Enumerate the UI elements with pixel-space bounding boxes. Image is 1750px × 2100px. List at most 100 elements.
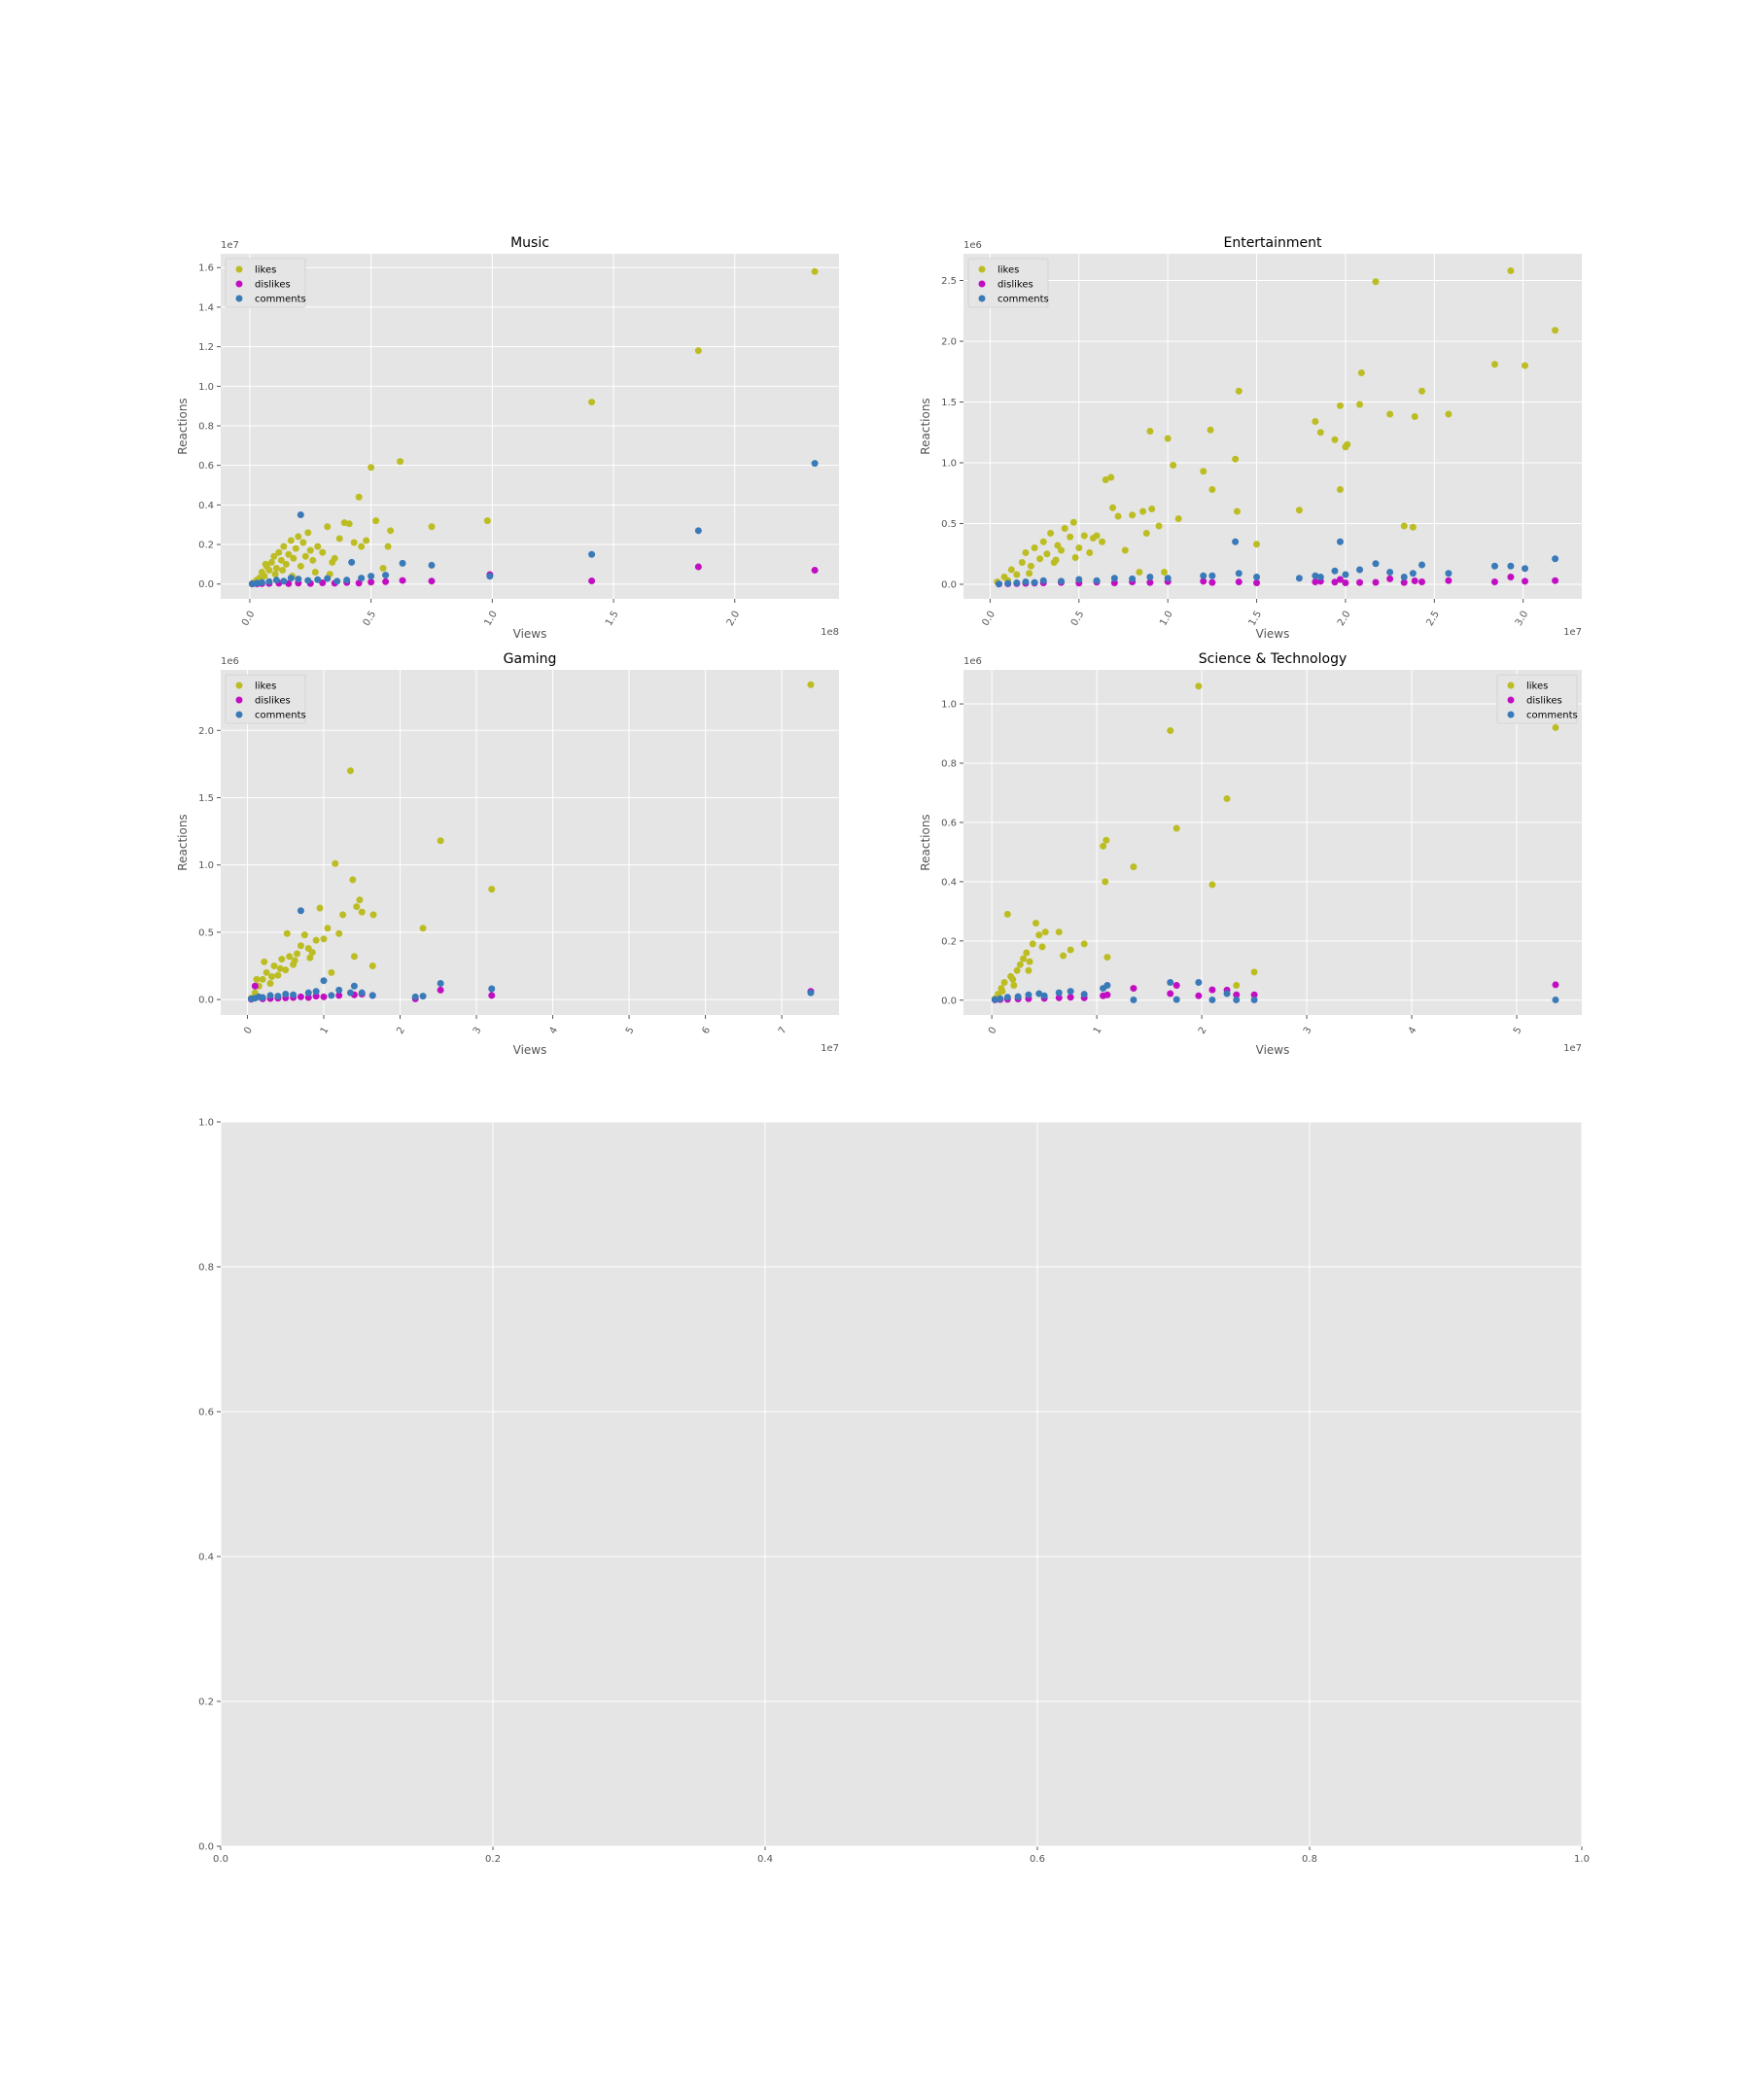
likes-point [319,548,327,556]
dislikes-point [1167,990,1174,998]
dislikes-point [437,986,444,994]
likes-point [1233,508,1241,515]
likes-point [1016,961,1024,968]
comments-point [694,527,702,535]
likes-point [1039,538,1047,545]
likes-point [1107,473,1115,481]
dislikes-point [1172,982,1180,990]
comments-point [1004,579,1012,587]
y-offset-label: 1e6 [221,656,239,667]
likes-point [1086,549,1094,556]
likes-point [379,564,387,572]
likes-point [419,925,427,932]
legend: likes dislikes comments [1496,674,1578,724]
comments-point [1003,994,1011,1001]
x-tick-label: 1 [1092,1026,1104,1036]
likes-point [304,529,312,537]
dislikes-point [1342,579,1349,586]
likes-point [261,958,268,965]
comments-point [1409,570,1417,578]
dislikes-point [1411,578,1418,584]
y-tick-label: 2.0 [198,726,214,737]
comments-point [1235,570,1242,578]
x-tick-label: 7 [777,1026,789,1036]
dislikes-point [319,579,327,587]
likes-point [1208,881,1216,889]
likes-point [1155,522,1163,530]
comments-point [304,989,312,997]
likes-point [1038,943,1046,951]
likes-point [1099,538,1106,545]
likes-point [270,552,278,560]
y-tick-label: 1.0 [941,700,957,711]
subplot-title: Gaming [504,651,557,667]
likes-point [1071,554,1079,561]
x-tick-label: 1.5 [604,610,620,628]
likes-point [268,973,276,981]
likes-point [290,554,298,562]
likes-point [295,533,302,541]
comments-point [1103,982,1111,990]
likes-point [282,560,290,568]
legend-label-dislikes: dislikes [255,696,291,707]
likes-point [1386,410,1394,418]
likes-point [300,931,308,939]
dislikes-point [382,578,390,585]
y-tick-label: 0.6 [941,818,957,828]
x-tick-label: 0.0 [240,610,257,628]
y-tick-label: 0.2 [198,541,214,551]
likes-point [1010,982,1018,990]
comments-point [304,577,312,584]
likes-point [1031,544,1038,551]
y-tick-label: 1.6 [198,263,214,274]
dislikes-point [297,993,304,1000]
likes-point [1080,532,1088,540]
likes-point [316,904,324,912]
likes-point [1336,402,1344,409]
legend-label-comments: comments [255,295,306,305]
x-tick-label: 3.0 [1514,610,1530,628]
comments-legend-marker [978,295,986,302]
legend-frame [1496,674,1578,724]
likes-point [1102,878,1109,886]
likes-point [1522,362,1529,369]
x-tick-label: 2 [1197,1026,1209,1036]
comments-point [1129,575,1137,582]
dislikes-point [1445,577,1452,584]
comments-point [437,979,444,987]
likes-point [694,347,702,355]
comments-point [272,577,280,584]
likes-point [282,966,290,974]
legend-label-comments: comments [255,711,306,721]
dislikes-point [1386,575,1394,582]
comments-point [1386,569,1394,576]
likes-point [324,925,332,932]
likes-point [1100,842,1107,850]
comments-point [1035,990,1043,998]
comments-point [320,977,328,985]
x-tick-label: 2 [395,1026,407,1036]
x-tick-label: 2.0 [1336,610,1352,628]
likes-point [345,520,353,528]
y-tick-label: 0.0 [198,579,214,590]
x-tick-label: 6 [700,1026,713,1036]
comments-point [358,575,366,582]
likes-point [1174,515,1182,522]
x-tick-label: 0.5 [362,610,378,628]
likes-point [1372,278,1380,286]
y-offset-label: 1e6 [963,240,982,251]
likes-point [253,975,261,983]
x-axis-label: Views [1256,1043,1290,1057]
likes-point [1023,949,1031,957]
y-tick-label: 0.8 [941,758,957,769]
comments-point [324,575,332,582]
y-tick-label: 1.0 [198,382,214,393]
x-axis-label: Views [513,1043,547,1057]
comments-point [1200,572,1208,579]
y-axis-label: Reactions [919,814,932,870]
comments-point [1195,978,1203,986]
comments-point [1507,562,1515,570]
comments-point [1250,996,1258,1003]
y-tick-label: 1.0 [941,459,957,470]
dislikes-point [488,992,496,999]
